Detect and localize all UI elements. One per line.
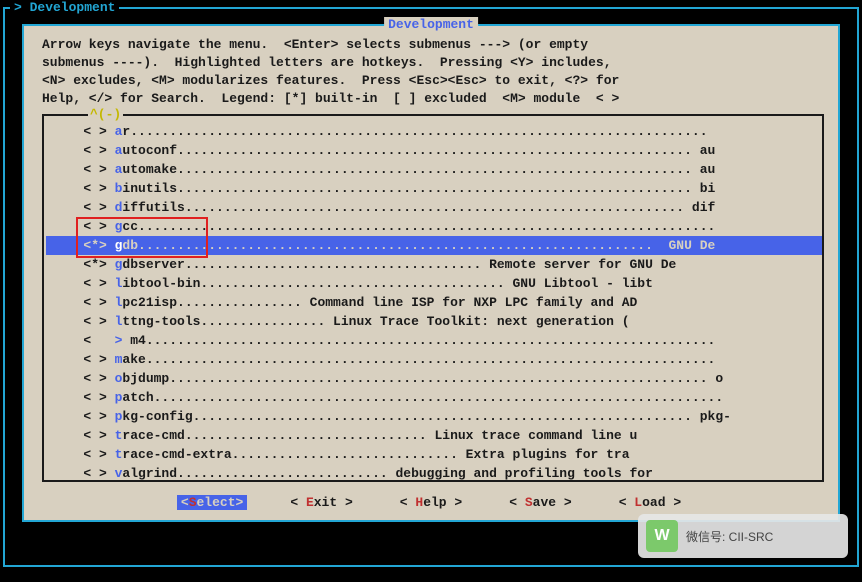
menu-item[interactable]: < > make................................… xyxy=(46,350,822,369)
save-button[interactable]: < Save > xyxy=(505,495,575,510)
menu-item[interactable]: < > diffutils...........................… xyxy=(46,198,822,217)
menu-item[interactable]: < > libtool-bin.........................… xyxy=(46,274,822,293)
select-button[interactable]: <Select> xyxy=(177,495,247,510)
menu-item[interactable]: < > lpc21isp................ Command lin… xyxy=(46,293,822,312)
menu-item[interactable]: < > ar..................................… xyxy=(46,122,822,141)
wechat-icon: W xyxy=(646,520,678,552)
watermark-text: 微信号: CII-SRC xyxy=(686,528,773,545)
menu-item[interactable]: <*> gdb.................................… xyxy=(46,236,822,255)
help-text: Arrow keys navigate the menu. <Enter> se… xyxy=(42,36,824,108)
panel-title: Development xyxy=(384,17,478,32)
menu-item[interactable]: < > objdump.............................… xyxy=(46,369,822,388)
menu-item[interactable]: < > trace-cmd...........................… xyxy=(46,426,822,445)
menu-item[interactable]: < > autoconf............................… xyxy=(46,141,822,160)
exit-button[interactable]: < Exit > xyxy=(286,495,356,510)
load-button[interactable]: < Load > xyxy=(615,495,685,510)
menu-items[interactable]: < > ar..................................… xyxy=(46,122,822,483)
help-button[interactable]: < Help > xyxy=(396,495,466,510)
menu-item[interactable]: < > gcc.................................… xyxy=(46,217,822,236)
button-bar: <Select> < Exit > < Help > < Save > < Lo… xyxy=(24,495,838,510)
menu-item[interactable]: < > m4..................................… xyxy=(46,331,822,350)
menu-item[interactable]: < > lttng-tools................ Linux Tr… xyxy=(46,312,822,331)
menu-item[interactable]: < > automake............................… xyxy=(46,160,822,179)
menu-item[interactable]: < > valgrind........................... … xyxy=(46,464,822,483)
watermark: W 微信号: CII-SRC xyxy=(638,514,848,558)
development-panel: Development Arrow keys navigate the menu… xyxy=(22,24,840,522)
menu-list-frame: ^(-) < > ar.............................… xyxy=(42,114,824,482)
menu-item[interactable]: < > binutils............................… xyxy=(46,179,822,198)
menu-item[interactable]: <*> gdbserver...........................… xyxy=(46,255,822,274)
breadcrumb: > Development xyxy=(10,0,119,15)
menu-item[interactable]: < > pkg-config..........................… xyxy=(46,407,822,426)
menu-item[interactable]: < > trace-cmd-extra.....................… xyxy=(46,445,822,464)
menu-item[interactable]: < > patch...............................… xyxy=(46,388,822,407)
scroll-indicator: ^(-) xyxy=(88,107,123,122)
